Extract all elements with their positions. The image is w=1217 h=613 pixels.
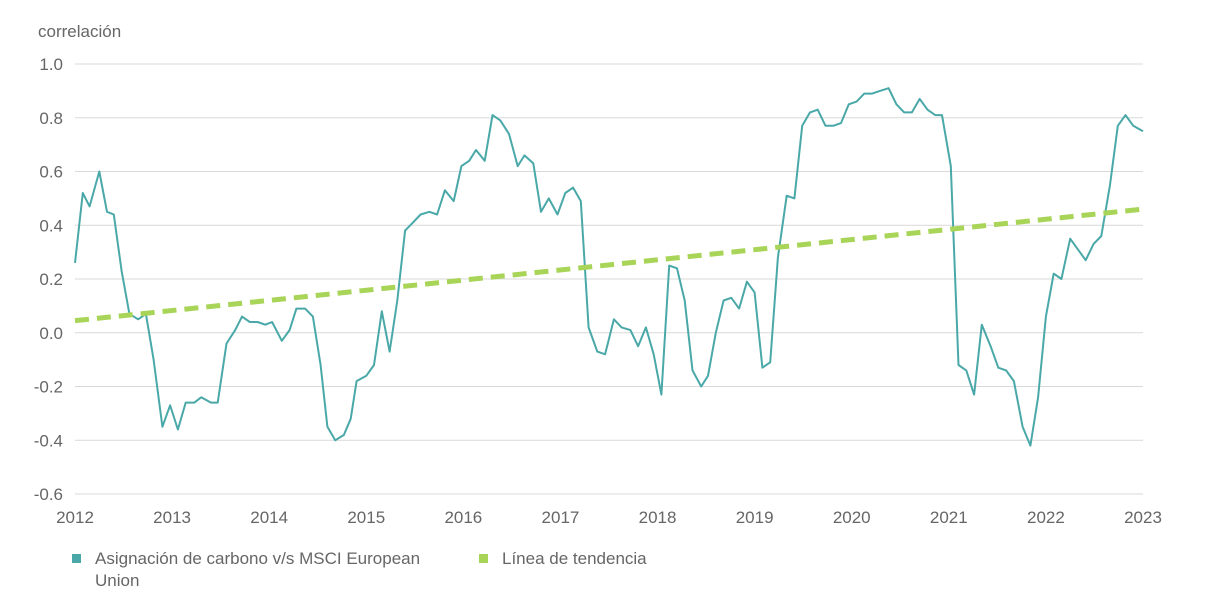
y-tick-label: -0.4 bbox=[34, 431, 63, 450]
y-tick-label: -0.6 bbox=[34, 485, 63, 504]
x-tick-label: 2016 bbox=[444, 508, 482, 527]
gridlines bbox=[75, 63, 1143, 495]
series-layer bbox=[74, 87, 1144, 447]
legend-item-carbon: Asignación de carbono v/s MSCI European … bbox=[72, 548, 435, 592]
y-tick-label: 0.8 bbox=[39, 109, 63, 128]
x-tick-label: 2021 bbox=[930, 508, 968, 527]
line-chart: correlación 1.0 0.8 0.6 0.4 0.2 0.0 -0.2 -0.4 -0… bbox=[34, 22, 1162, 527]
trend-line bbox=[74, 206, 1144, 324]
y-tick-label: 0.6 bbox=[39, 163, 63, 182]
x-tick-label: 2018 bbox=[639, 508, 677, 527]
legend-label-trend: Línea de tendencia bbox=[502, 549, 647, 568]
y-tick-label: -0.2 bbox=[34, 378, 63, 397]
y-tick-label: 0.2 bbox=[39, 270, 63, 289]
x-tick-label: 2013 bbox=[153, 508, 191, 527]
y-axis-title: correlación bbox=[38, 22, 121, 41]
x-tick-label: 2017 bbox=[542, 508, 580, 527]
y-tick-label: 1.0 bbox=[39, 55, 63, 74]
x-tick-label: 2022 bbox=[1027, 508, 1065, 527]
x-tick-label: 2015 bbox=[347, 508, 385, 527]
x-tick-label: 2014 bbox=[250, 508, 288, 527]
x-tick-label: 2020 bbox=[833, 508, 871, 527]
legend-swatch-green-icon bbox=[479, 554, 488, 563]
y-tick-label: 0.4 bbox=[39, 216, 63, 235]
x-tick-label: 2012 bbox=[56, 508, 94, 527]
series-line-carbon bbox=[74, 87, 1144, 447]
legend-label-carbon: Asignación de carbono v/s MSCI European … bbox=[95, 549, 421, 590]
y-tick-label: 0.0 bbox=[39, 324, 63, 343]
legend-item-trend: Línea de tendencia bbox=[479, 548, 647, 570]
legend: Asignación de carbono v/s MSCI European … bbox=[72, 548, 647, 592]
x-tick-label: 2023 bbox=[1124, 508, 1162, 527]
x-tick-label: 2019 bbox=[736, 508, 774, 527]
legend-swatch-teal-icon bbox=[72, 554, 81, 563]
y-axis-ticks: 1.0 0.8 0.6 0.4 0.2 0.0 -0.2 -0.4 -0.6 bbox=[34, 55, 63, 504]
x-axis-ticks: 2012 2013 2014 2015 2016 2017 2018 2019 2020 2021… bbox=[56, 508, 1162, 527]
